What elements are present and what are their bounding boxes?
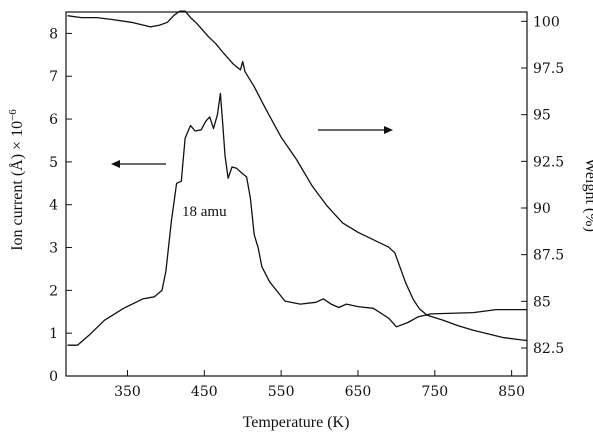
right-y-tick-label: 82.5: [533, 341, 564, 357]
annotation-18-amu: 18 amu: [182, 204, 227, 220]
x-axis-title: Temperature (K): [243, 414, 350, 431]
right-y-tick-label: 92.5: [533, 154, 564, 170]
x-axis: 350 450 550 650 750 850: [114, 370, 525, 400]
x-tick-label: 850: [498, 384, 525, 400]
right-y-tick-label: 97.5: [533, 61, 564, 77]
left-arrow-head: [111, 160, 120, 168]
right-y-axis: 82.5 85 87.5 90 92.5 95 97.5 100: [521, 14, 564, 357]
left-y-tick-label: 5: [49, 155, 58, 171]
right-y-axis-title: Weight (%): [582, 158, 593, 232]
right-y-tick-label: 95: [533, 108, 551, 124]
x-tick-label: 750: [421, 384, 448, 400]
left-y-tick-label: 0: [49, 369, 58, 385]
left-y-axis: 0 1 2 3 4 5 6 7 8: [49, 26, 72, 385]
left-y-tick-label: 8: [49, 26, 58, 42]
left-y-tick-label: 1: [49, 326, 58, 342]
right-y-tick-label: 90: [533, 201, 551, 217]
plot-border: [65, 11, 528, 377]
right-y-tick-label: 85: [533, 294, 551, 310]
plot-frame: [65, 11, 528, 377]
series-weight-line: [67, 10, 528, 342]
left-y-tick-label: 7: [49, 69, 58, 85]
right-y-tick-label: 100: [533, 14, 560, 30]
x-tick-label: 550: [268, 384, 295, 400]
right-y-tick-label: 87.5: [533, 248, 564, 264]
right-arrow-indicator: [318, 126, 393, 134]
left-y-tick-label: 2: [49, 283, 58, 299]
x-tick-label: 450: [191, 384, 218, 400]
x-tick-label: 350: [114, 384, 141, 400]
left-y-axis-title: Ion current (Å) × 10−6: [7, 109, 26, 251]
series-layer: [67, 10, 528, 346]
left-y-tick-label: 4: [49, 198, 58, 214]
left-y-tick-label: 3: [49, 241, 58, 257]
left-arrow-indicator: [111, 160, 166, 168]
series-ion-current-line: [67, 92, 527, 346]
right-arrow-head: [384, 126, 393, 134]
left-y-tick-label: 6: [49, 112, 58, 128]
x-tick-label: 650: [345, 384, 372, 400]
